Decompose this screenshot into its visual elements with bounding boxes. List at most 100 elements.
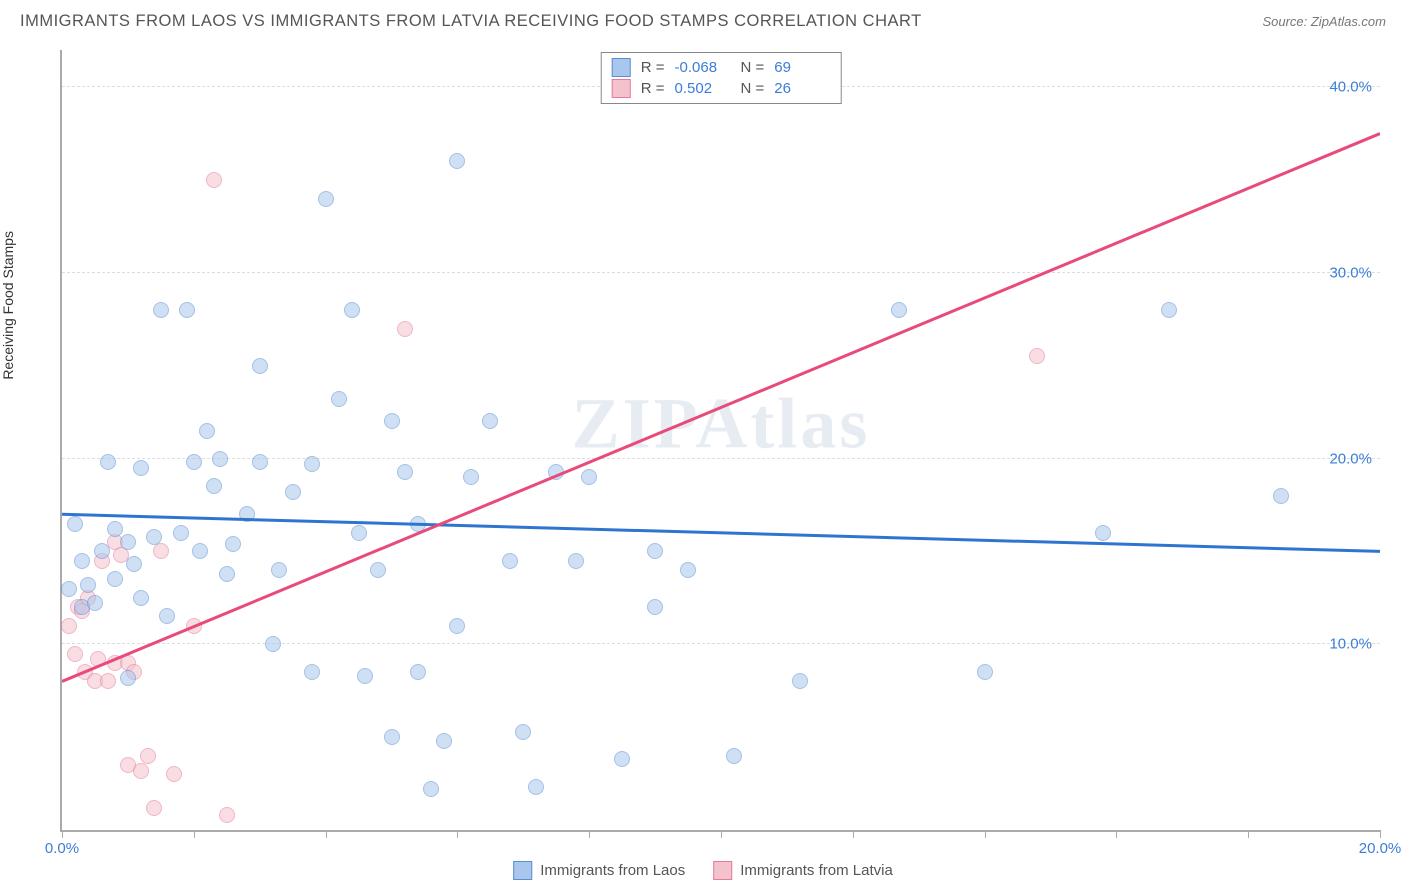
scatter-point xyxy=(74,553,90,569)
scatter-point xyxy=(126,556,142,572)
legend-row-laos: R = -0.068 N = 69 xyxy=(612,57,831,78)
legend-swatch-laos-icon xyxy=(513,861,532,880)
scatter-point xyxy=(568,553,584,569)
legend-item-latvia: Immigrants from Latvia xyxy=(713,861,893,880)
scatter-point xyxy=(120,534,136,550)
source-prefix: Source: xyxy=(1262,14,1310,29)
legend-row-latvia: R = 0.502 N = 26 xyxy=(612,78,831,99)
scatter-point xyxy=(67,516,83,532)
scatter-point xyxy=(370,562,386,578)
scatter-point xyxy=(304,456,320,472)
latvia-r-value: 0.502 xyxy=(675,80,731,97)
scatter-point xyxy=(1273,488,1289,504)
watermark-text: ZIPAtlas xyxy=(572,383,871,466)
gridline xyxy=(62,272,1380,273)
legend-swatch-latvia-icon xyxy=(713,861,732,880)
scatter-point xyxy=(581,469,597,485)
chart-plot-area: ZIPAtlas R = -0.068 N = 69 R = 0.502 N =… xyxy=(60,50,1380,832)
scatter-point xyxy=(166,766,182,782)
scatter-point xyxy=(159,608,175,624)
scatter-point xyxy=(61,618,77,634)
legend-swatch-latvia xyxy=(612,79,631,98)
scatter-point xyxy=(219,807,235,823)
scatter-point xyxy=(792,673,808,689)
scatter-point xyxy=(186,618,202,634)
scatter-point xyxy=(449,153,465,169)
scatter-point xyxy=(463,469,479,485)
laos-n-value: 69 xyxy=(774,59,830,76)
scatter-point xyxy=(891,302,907,318)
scatter-point xyxy=(107,571,123,587)
scatter-point xyxy=(304,664,320,680)
scatter-point xyxy=(726,748,742,764)
x-tick xyxy=(589,830,590,838)
legend-label-laos: Immigrants from Laos xyxy=(540,862,685,879)
scatter-point xyxy=(410,664,426,680)
scatter-point xyxy=(252,454,268,470)
scatter-point xyxy=(647,599,663,615)
scatter-point xyxy=(271,562,287,578)
laos-r-value: -0.068 xyxy=(675,59,731,76)
scatter-point xyxy=(397,321,413,337)
y-tick-label: 10.0% xyxy=(1329,636,1372,653)
scatter-point xyxy=(351,525,367,541)
scatter-point xyxy=(357,668,373,684)
y-tick-label: 30.0% xyxy=(1329,264,1372,281)
scatter-point xyxy=(146,800,162,816)
x-tick xyxy=(1116,830,1117,838)
trend-lines xyxy=(62,50,1380,830)
legend-swatch-laos xyxy=(612,58,631,77)
scatter-point xyxy=(120,670,136,686)
scatter-point xyxy=(318,191,334,207)
scatter-point xyxy=(67,646,83,662)
scatter-point xyxy=(423,781,439,797)
scatter-point xyxy=(436,733,452,749)
scatter-point xyxy=(173,525,189,541)
x-tick xyxy=(853,830,854,838)
scatter-point xyxy=(384,413,400,429)
y-tick-label: 40.0% xyxy=(1329,79,1372,96)
scatter-point xyxy=(140,748,156,764)
scatter-point xyxy=(265,636,281,652)
x-tick xyxy=(1248,830,1249,838)
scatter-point xyxy=(87,595,103,611)
x-tick xyxy=(721,830,722,838)
x-tick xyxy=(457,830,458,838)
x-tick xyxy=(62,830,63,838)
scatter-point xyxy=(1095,525,1111,541)
scatter-point xyxy=(225,536,241,552)
x-tick xyxy=(1380,830,1381,838)
scatter-point xyxy=(186,454,202,470)
x-tick-label: 20.0% xyxy=(1359,840,1402,857)
gridline xyxy=(62,643,1380,644)
scatter-point xyxy=(61,581,77,597)
series-legend: Immigrants from Laos Immigrants from Lat… xyxy=(513,861,893,880)
chart-source: Source: ZipAtlas.com xyxy=(1262,14,1386,29)
scatter-point xyxy=(1029,348,1045,364)
scatter-point xyxy=(331,391,347,407)
scatter-point xyxy=(80,577,96,593)
scatter-point xyxy=(528,779,544,795)
scatter-point xyxy=(107,521,123,537)
x-tick xyxy=(326,830,327,838)
scatter-point xyxy=(219,566,235,582)
scatter-point xyxy=(94,543,110,559)
correlation-legend: R = -0.068 N = 69 R = 0.502 N = 26 xyxy=(601,52,842,104)
scatter-point xyxy=(977,664,993,680)
scatter-point xyxy=(384,729,400,745)
chart-title: IMMIGRANTS FROM LAOS VS IMMIGRANTS FROM … xyxy=(20,12,922,31)
scatter-point xyxy=(285,484,301,500)
scatter-point xyxy=(146,529,162,545)
scatter-point xyxy=(153,543,169,559)
legend-label-latvia: Immigrants from Latvia xyxy=(740,862,893,879)
x-tick-label: 0.0% xyxy=(45,840,79,857)
scatter-point xyxy=(206,172,222,188)
scatter-point xyxy=(614,751,630,767)
x-tick xyxy=(985,830,986,838)
scatter-point xyxy=(1161,302,1177,318)
scatter-point xyxy=(133,460,149,476)
scatter-point xyxy=(449,618,465,634)
scatter-point xyxy=(133,590,149,606)
scatter-point xyxy=(179,302,195,318)
scatter-point xyxy=(100,673,116,689)
